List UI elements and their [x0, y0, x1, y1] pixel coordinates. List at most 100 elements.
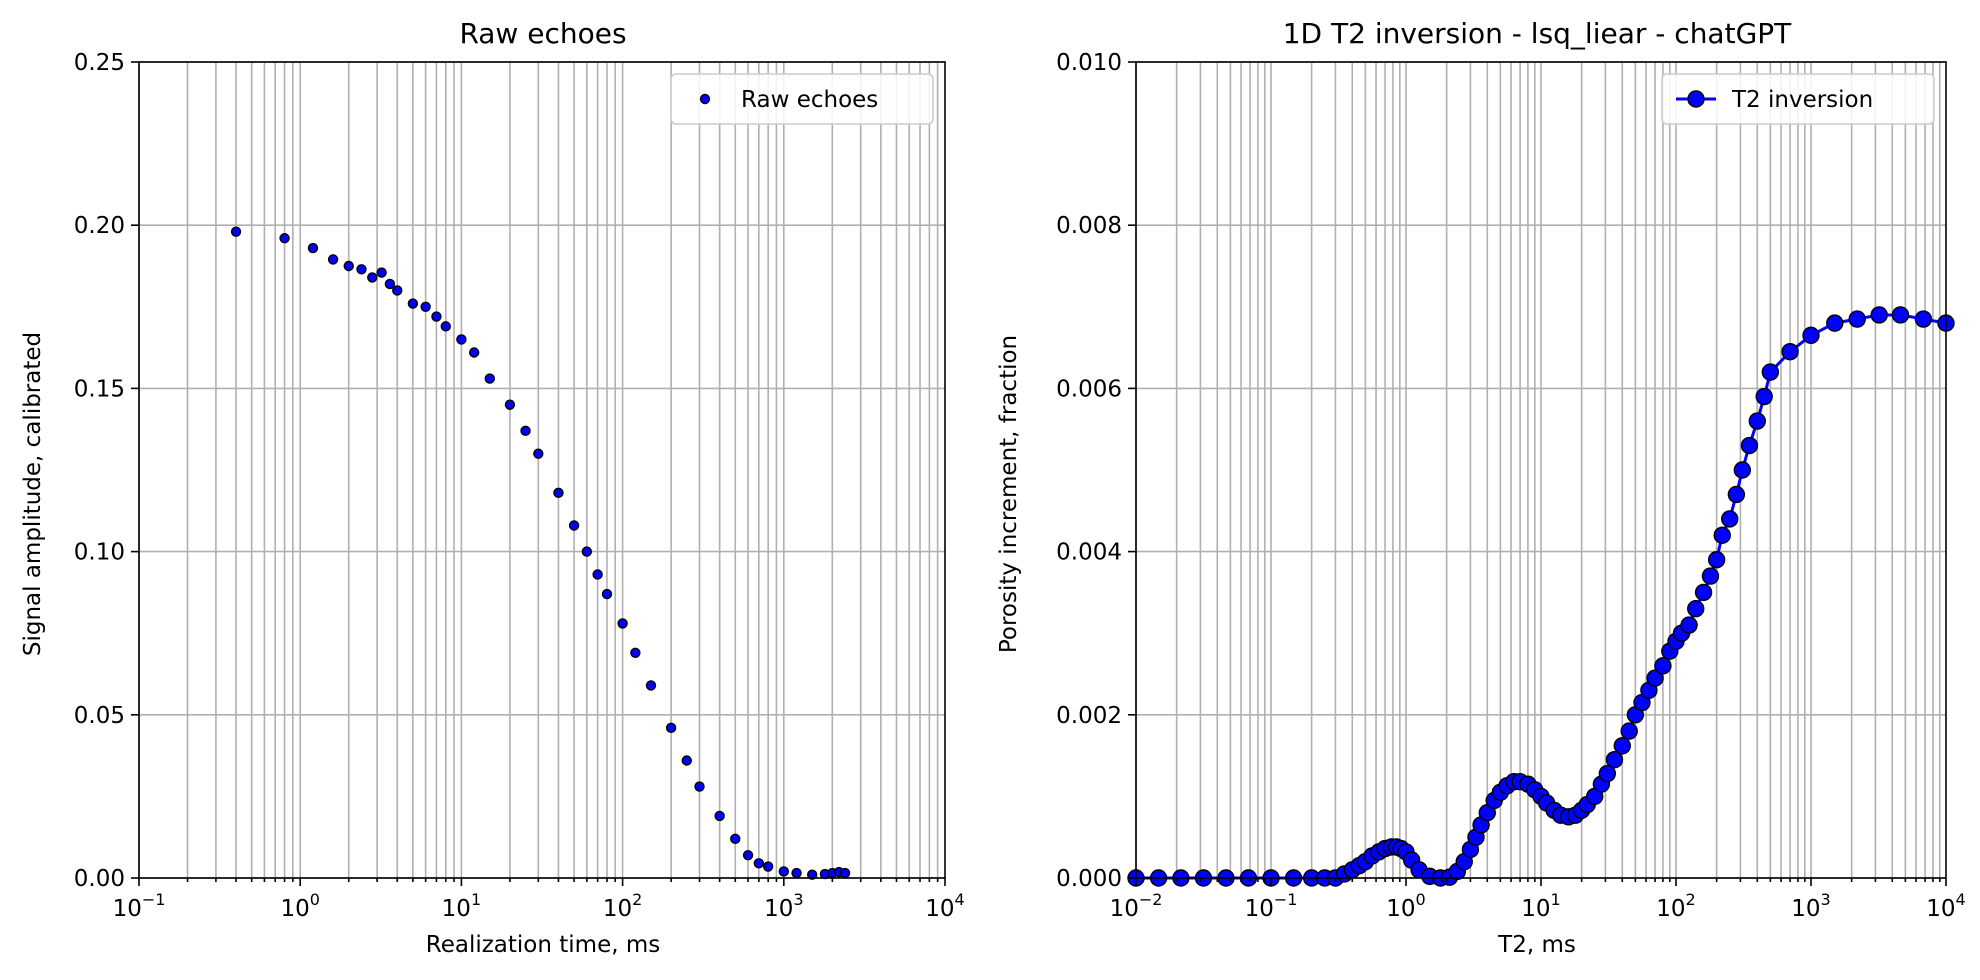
grid [138, 61, 945, 879]
data-point [1802, 326, 1820, 345]
data-point [630, 647, 641, 658]
series-1 [1127, 306, 1955, 887]
data-point [504, 399, 516, 410]
data-point [1680, 616, 1698, 634]
plot-area: 10−2 10−1 100 101 102 103 1040.0000.0020.0040.… [1056, 50, 1966, 922]
data-point [1620, 722, 1638, 740]
data-point [553, 487, 564, 499]
y-tick-label: 0.004 [1056, 540, 1122, 566]
data-point [1687, 600, 1705, 618]
data-point [778, 866, 789, 877]
data-point [1646, 669, 1664, 687]
y-tick-label: 0.05 [74, 703, 125, 729]
data-point [367, 272, 378, 283]
data-point [1713, 526, 1731, 544]
data-point [839, 867, 851, 879]
plot-frame [138, 61, 946, 879]
data-point [1870, 306, 1888, 324]
data-point [533, 448, 544, 459]
legend: T2 inversion [1661, 73, 1935, 125]
data-point [592, 569, 603, 580]
data-point [440, 321, 451, 332]
data-point [1605, 750, 1624, 769]
data-point [1781, 342, 1799, 361]
data-point [356, 264, 367, 275]
data-point [1727, 485, 1746, 504]
data-point [1733, 461, 1752, 479]
data-point [392, 285, 403, 296]
legend-marker [699, 93, 711, 105]
data-point [1721, 510, 1739, 528]
data-point [681, 755, 692, 766]
x-tick-label: 104 [925, 890, 964, 922]
x-tick-label: 103 [1791, 890, 1830, 922]
data-point [307, 242, 319, 254]
y-tick-label: 0.000 [1056, 866, 1122, 892]
data-point [1848, 310, 1866, 328]
data-point [456, 334, 467, 345]
data-point [1826, 314, 1844, 332]
data-point [714, 810, 725, 822]
x-tick-label: 101 [442, 890, 481, 922]
x-tick-label: 100 [1386, 890, 1425, 922]
data-point [1654, 657, 1672, 675]
data-point [601, 588, 613, 600]
series-0 [230, 226, 851, 880]
y-tick-label: 0.006 [1056, 376, 1122, 402]
data-point [1740, 436, 1759, 455]
legend: Raw echoes [670, 73, 934, 125]
x-tick-label: 100 [280, 890, 319, 922]
y-axis-label: Signal amplitude, calibrated [20, 332, 46, 656]
y-tick-label: 0.010 [1056, 50, 1122, 76]
x-axis: 10−1 100 101 102 103 104 [113, 878, 965, 922]
data-point [1613, 737, 1631, 755]
legend-box [670, 73, 934, 125]
legend-marker [1687, 90, 1705, 108]
y-tick-label: 0.00 [74, 866, 125, 892]
data-point [1761, 363, 1780, 381]
data-point [665, 722, 677, 734]
data-point [520, 425, 531, 437]
x-tick-label: 10−2 [1110, 890, 1163, 922]
data-point [742, 849, 754, 861]
data-point [617, 618, 628, 629]
y-tick-label: 0.10 [74, 540, 125, 566]
chart-title: 1D T2 inversion - lsq_liear - chatGPT [1283, 17, 1792, 50]
data-point [1707, 551, 1726, 569]
data-point [468, 347, 480, 358]
y-tick-label: 0.20 [74, 213, 125, 239]
x-axis-label: T2, ms [1497, 932, 1576, 958]
data-point [431, 311, 442, 322]
chart-title: Raw echoes [459, 17, 626, 50]
x-tick-label: 102 [603, 890, 642, 922]
data-point [762, 861, 774, 872]
legend-label: Raw echoes [741, 87, 878, 113]
data-point [1694, 583, 1713, 602]
y-tick-label: 0.008 [1056, 213, 1122, 239]
data-point [1748, 412, 1766, 430]
y-axis: 0.000 0.002 0.004 0.006 0.008 0.010 [1056, 50, 1136, 892]
data-point [420, 301, 431, 312]
plot-area: 10−1 100 101 102 103 1040.000.050.100.150.200… [74, 50, 965, 922]
data-point [730, 833, 741, 845]
y-tick-label: 0.002 [1056, 703, 1122, 729]
data-point [753, 858, 765, 869]
data-point [407, 298, 419, 309]
data-point [645, 680, 657, 691]
x-axis: 10−2 10−1 100 101 102 103 104 [1110, 878, 1966, 922]
data-point [230, 226, 242, 237]
data-point [343, 260, 354, 272]
t2-inversion-plot: 1D T2 inversion - lsq_liear - chatGPT T2… [996, 17, 1966, 958]
x-tick-label: 10−1 [113, 890, 166, 922]
data-point [327, 254, 339, 265]
data-point [384, 278, 396, 290]
legend-label: T2 inversion [1731, 87, 1873, 113]
data-point [581, 546, 593, 557]
x-axis-label: Realization time, ms [426, 932, 660, 958]
raw-echoes-plot: Raw echoes Realization time, ms Signal a… [20, 17, 965, 958]
data-point [1598, 764, 1617, 783]
data-point [1701, 567, 1720, 585]
y-axis-label: Porosity increment, fraction [996, 335, 1022, 653]
y-axis: 0.00 0.05 0.10 0.15 0.20 0.25 [74, 50, 139, 892]
